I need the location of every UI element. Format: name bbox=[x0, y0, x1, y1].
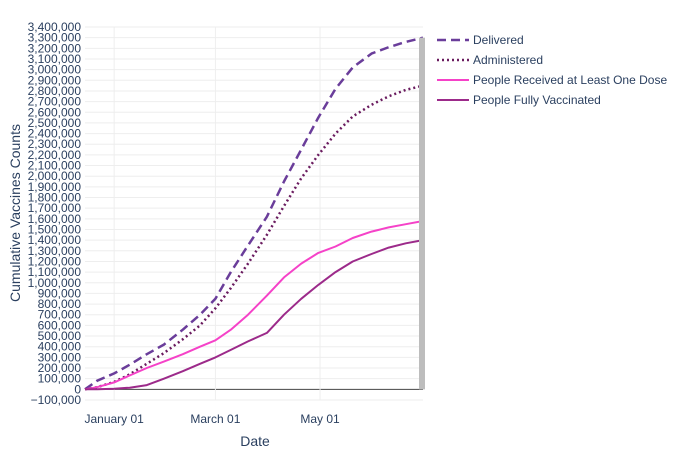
y-tick-label: 3,200,000 bbox=[28, 41, 82, 55]
y-tick-label: 1,600,000 bbox=[28, 212, 82, 226]
legend-swatch-administered bbox=[437, 58, 469, 62]
y-tick-label: −100,000 bbox=[31, 393, 82, 407]
series-layer bbox=[84, 36, 424, 391]
series-line-3 bbox=[84, 220, 424, 391]
legend-label: People Fully Vaccinated bbox=[473, 93, 601, 107]
x-axis-ticks: January 01 March 01 May 01 bbox=[84, 412, 340, 426]
y-tick-label: 3,100,000 bbox=[28, 52, 82, 66]
y-tick-label: 300,000 bbox=[38, 350, 82, 364]
y-tick-label: 1,000,000 bbox=[28, 276, 82, 290]
y-tick-label: 2,100,000 bbox=[28, 159, 82, 173]
series-line-1 bbox=[84, 36, 424, 391]
legend-item-delivered[interactable]: Delivered bbox=[435, 30, 667, 50]
grid bbox=[85, 26, 423, 401]
y-tick-label: 400,000 bbox=[38, 340, 82, 354]
y-tick-label: 2,500,000 bbox=[28, 116, 82, 130]
y-tick-label: 1,200,000 bbox=[28, 254, 82, 268]
y-tick-label: 2,700,000 bbox=[28, 95, 82, 109]
y-tick-label: 2,200,000 bbox=[28, 148, 82, 162]
y-tick-label: 1,100,000 bbox=[28, 265, 82, 279]
y-tick-label: 1,500,000 bbox=[28, 222, 82, 236]
x-tick-label: May 01 bbox=[300, 412, 340, 426]
y-tick-label: 200,000 bbox=[38, 361, 82, 375]
legend-item-one-dose[interactable]: People Received at Least One Dose bbox=[435, 70, 667, 90]
y-tick-label: 2,900,000 bbox=[28, 73, 82, 87]
x-axis-label: Date bbox=[240, 433, 270, 449]
y-tick-label: 2,800,000 bbox=[28, 84, 82, 98]
y-tick-label: 3,400,000 bbox=[28, 20, 82, 34]
legend-label: Delivered bbox=[473, 33, 524, 47]
y-tick-label: 1,700,000 bbox=[28, 201, 82, 215]
y-tick-label: 500,000 bbox=[38, 329, 82, 343]
x-tick-label: March 01 bbox=[190, 412, 240, 426]
y-tick-label: 100,000 bbox=[38, 372, 82, 386]
y-tick-label: 0 bbox=[74, 382, 81, 396]
y-tick-label: 1,300,000 bbox=[28, 244, 82, 258]
range-slider-handle[interactable] bbox=[419, 37, 425, 390]
y-tick-label: 900,000 bbox=[38, 286, 82, 300]
legend-swatch-fully-vaccinated bbox=[437, 99, 469, 101]
y-tick-label: 2,600,000 bbox=[28, 105, 82, 119]
y-tick-label: 2,300,000 bbox=[28, 137, 82, 151]
y-tick-label: 1,900,000 bbox=[28, 180, 82, 194]
y-tick-label: 1,400,000 bbox=[28, 233, 82, 247]
y-tick-label: 3,300,000 bbox=[28, 31, 82, 45]
y-tick-label: 2,000,000 bbox=[28, 169, 82, 183]
legend: Delivered Administered People Received a… bbox=[435, 30, 667, 110]
y-tick-label: 3,000,000 bbox=[28, 63, 82, 77]
y-tick-label: 600,000 bbox=[38, 318, 82, 332]
series-line-4 bbox=[85, 239, 424, 391]
legend-swatch-delivered bbox=[437, 38, 469, 42]
y-tick-label: 700,000 bbox=[38, 308, 82, 322]
x-tick-label: January 01 bbox=[84, 412, 144, 426]
y-axis-ticks: −100,0000100,000200,000300,000400,000500… bbox=[28, 20, 82, 407]
y-tick-label: 1,800,000 bbox=[28, 191, 82, 205]
legend-label: Administered bbox=[473, 53, 544, 67]
y-tick-label: 800,000 bbox=[38, 297, 82, 311]
y-axis-label: Cumulative Vaccines Counts bbox=[7, 124, 23, 302]
legend-label: People Received at Least One Dose bbox=[473, 73, 668, 87]
legend-item-fully-vaccinated[interactable]: People Fully Vaccinated bbox=[435, 90, 667, 110]
series-line-2 bbox=[84, 84, 424, 391]
legend-item-administered[interactable]: Administered bbox=[435, 50, 667, 70]
y-tick-label: 2,400,000 bbox=[28, 127, 82, 141]
legend-swatch-one-dose bbox=[437, 79, 469, 81]
